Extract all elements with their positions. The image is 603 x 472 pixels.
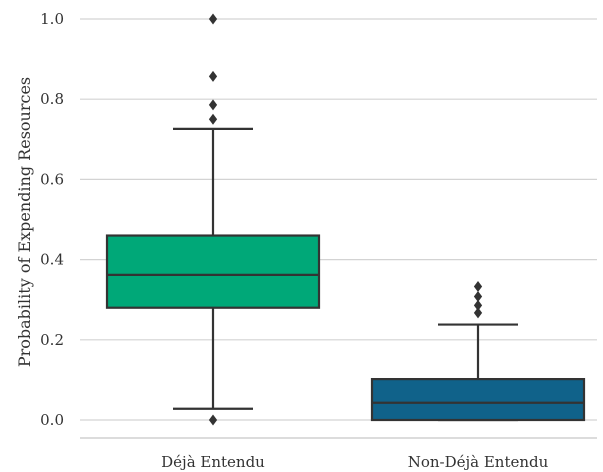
outlier-point [473,299,483,311]
x-tick-label: Non-Déjà Entendu [408,453,549,471]
y-axis-label: Probability of Expending Resources [15,77,34,367]
y-tick-label: 1.0 [40,10,64,28]
outlier-point [473,280,483,292]
y-tick-labels: 0.0 0.2 0.4 0.6 0.8 1.0 [40,10,64,429]
y-tick-label: 0.6 [40,170,64,188]
outlier-point [473,290,483,302]
outlier-point [208,414,218,426]
y-tick-label: 0.2 [40,331,64,349]
outlier-point [473,307,483,319]
outlier-point [208,99,218,111]
iqr-box [105,234,321,309]
x-tick-label: Déjà Entendu [161,453,265,471]
y-tick-label: 0.8 [40,90,64,108]
box-group [105,13,321,426]
y-tick-label: 0.4 [40,251,64,269]
outlier-point [208,70,218,82]
boxes [105,13,586,426]
iqr-box [370,377,586,422]
outlier-point [208,113,218,125]
outlier-point [208,13,218,25]
box-group [370,280,586,422]
x-tick-labels: Déjà Entendu Non-Déjà Entendu [161,453,548,471]
y-tick-label: 0.0 [40,411,64,429]
grid-layer [80,18,597,421]
